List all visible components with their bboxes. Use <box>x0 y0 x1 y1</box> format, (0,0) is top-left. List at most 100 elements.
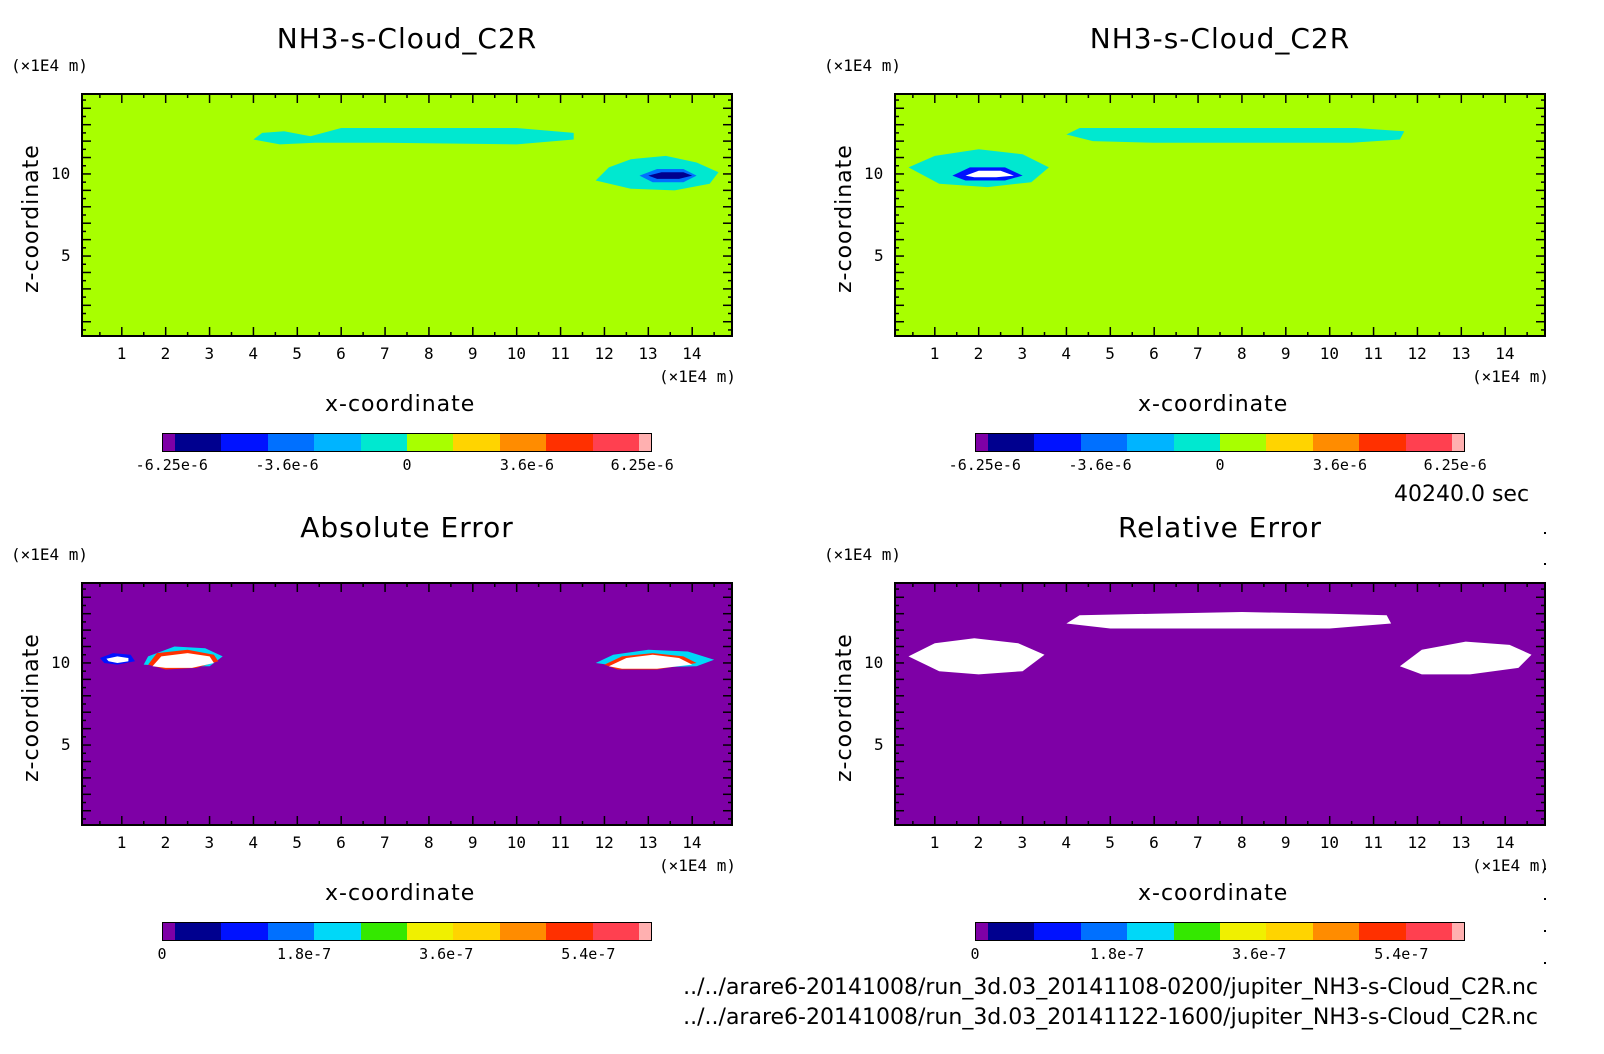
x-axis-unit: (×1E4 m) <box>1472 856 1550 875</box>
colorbar-label: 3.6e-7 <box>1232 945 1287 963</box>
colorbar-swatch <box>406 923 454 940</box>
colorbar-swatch <box>1312 434 1360 451</box>
colorbar-swatch <box>1219 434 1267 451</box>
colorbar-swatch <box>1266 434 1313 451</box>
x-axis-unit: (×1E4 m) <box>659 856 737 875</box>
x-tick-label: 4 <box>1061 344 1072 363</box>
x-tick-label: 9 <box>467 344 478 363</box>
field-contours <box>894 582 1546 826</box>
x-tick-label: 1 <box>929 833 940 852</box>
y-axis-unit: (×1E4 m) <box>824 545 902 564</box>
contour-region <box>908 638 1045 675</box>
y-axis-unit: (×1E4 m) <box>11 545 89 564</box>
x-tick-label: 12 <box>594 344 614 363</box>
x-tick-label: 6 <box>1149 344 1159 363</box>
y-axis-unit: (×1E4 m) <box>11 56 89 75</box>
colorbar-swatch <box>267 923 315 940</box>
colorbar-swatch <box>1452 923 1464 940</box>
colorbar-swatch <box>221 923 268 940</box>
chart-title: Relative Error <box>1117 511 1323 544</box>
colorbar-swatch <box>546 923 593 940</box>
colorbar-label: 1.8e-7 <box>1090 945 1145 963</box>
x-tick-label: 5 <box>292 344 302 363</box>
contour-region <box>1066 612 1392 629</box>
x-tick-label: 10 <box>506 833 526 852</box>
x-tick-label: 8 <box>423 344 434 363</box>
margin-dot <box>1544 898 1546 900</box>
x-tick-label: 1 <box>116 833 127 852</box>
colorbar-swatch <box>639 434 651 451</box>
x-tick-label: 6 <box>336 344 346 363</box>
plot-area <box>894 582 1546 826</box>
x-tick-label: 9 <box>1280 344 1291 363</box>
x-tick-label: 14 <box>682 344 702 363</box>
x-tick-label: 5 <box>1105 344 1115 363</box>
colorbar-swatch <box>592 923 640 940</box>
chart-title: Absolute Error <box>300 511 514 544</box>
x-tick-label: 2 <box>160 833 171 852</box>
x-axis-unit: (×1E4 m) <box>659 367 737 386</box>
colorbar-label: 1.8e-7 <box>277 945 332 963</box>
colorbar <box>162 433 652 452</box>
contour-region <box>253 128 574 145</box>
x-tick-label: 10 <box>1319 344 1339 363</box>
x-tick-label: 4 <box>1061 833 1072 852</box>
colorbar-label: 3.6e-6 <box>499 456 555 474</box>
y-axis-label: z-coordinate <box>832 144 857 293</box>
colorbar-swatch <box>314 434 361 451</box>
x-tick-label: 11 <box>550 344 570 363</box>
colorbar-swatch <box>174 923 222 940</box>
plot-area <box>894 93 1546 337</box>
x-tick-label: 1 <box>116 344 127 363</box>
x-axis-label: x-coordinate <box>1138 392 1289 417</box>
x-tick-label: 7 <box>380 344 390 363</box>
y-tick-label: 10 <box>51 652 71 672</box>
x-tick-label: 13 <box>1451 833 1471 852</box>
colorbar-swatch <box>546 434 593 451</box>
colorbar-label: -6.25e-6 <box>135 456 208 474</box>
contour-region <box>648 172 693 179</box>
colorbar-swatch <box>1266 923 1313 940</box>
x-tick-label: 3 <box>1017 344 1028 363</box>
margin-dot <box>1544 962 1546 964</box>
x-tick-label: 14 <box>1495 833 1515 852</box>
colorbar-swatch <box>360 923 407 940</box>
x-tick-label: 10 <box>506 344 526 363</box>
colorbar-swatch <box>1219 923 1267 940</box>
x-tick-label: 10 <box>1319 833 1339 852</box>
x-tick-label: 11 <box>1363 833 1383 852</box>
colorbar <box>975 922 1465 941</box>
colorbar-label: 0 <box>970 945 980 963</box>
colorbar-swatch <box>499 923 547 940</box>
colorbar-label: 6.25e-6 <box>610 456 674 474</box>
y-axis-label: z-coordinate <box>19 633 44 782</box>
colorbar-swatch <box>976 923 988 940</box>
contour-region <box>608 654 693 669</box>
x-tick-label: 4 <box>248 344 259 363</box>
colorbar-label: 6.25e-6 <box>1423 456 1487 474</box>
colorbar-label: 3.6e-7 <box>419 945 474 963</box>
colorbar-swatch <box>1405 923 1453 940</box>
colorbar-swatch <box>499 434 547 451</box>
colorbar-swatch <box>453 923 500 940</box>
colorbar-swatch <box>987 434 1035 451</box>
margin-dot <box>1544 563 1546 565</box>
colorbar-label: 0 <box>402 456 412 474</box>
margin-dot <box>1544 930 1546 932</box>
x-tick-label: 11 <box>1363 344 1383 363</box>
colorbar-swatch <box>1173 434 1220 451</box>
x-tick-label: 12 <box>1407 833 1427 852</box>
x-tick-label: 5 <box>1105 833 1115 852</box>
colorbar-swatch <box>1173 923 1220 940</box>
colorbar-swatch <box>1452 434 1464 451</box>
x-axis-label: x-coordinate <box>1138 881 1289 906</box>
colorbar <box>162 922 652 941</box>
x-tick-label: 7 <box>380 833 390 852</box>
margin-dot <box>1544 868 1546 870</box>
colorbar-swatch <box>1080 923 1128 940</box>
colorbar-swatch <box>314 923 361 940</box>
y-tick-label: 5 <box>874 735 884 755</box>
colorbar-swatch <box>360 434 407 451</box>
x-tick-label: 14 <box>1495 344 1515 363</box>
contour-region <box>965 170 1014 178</box>
